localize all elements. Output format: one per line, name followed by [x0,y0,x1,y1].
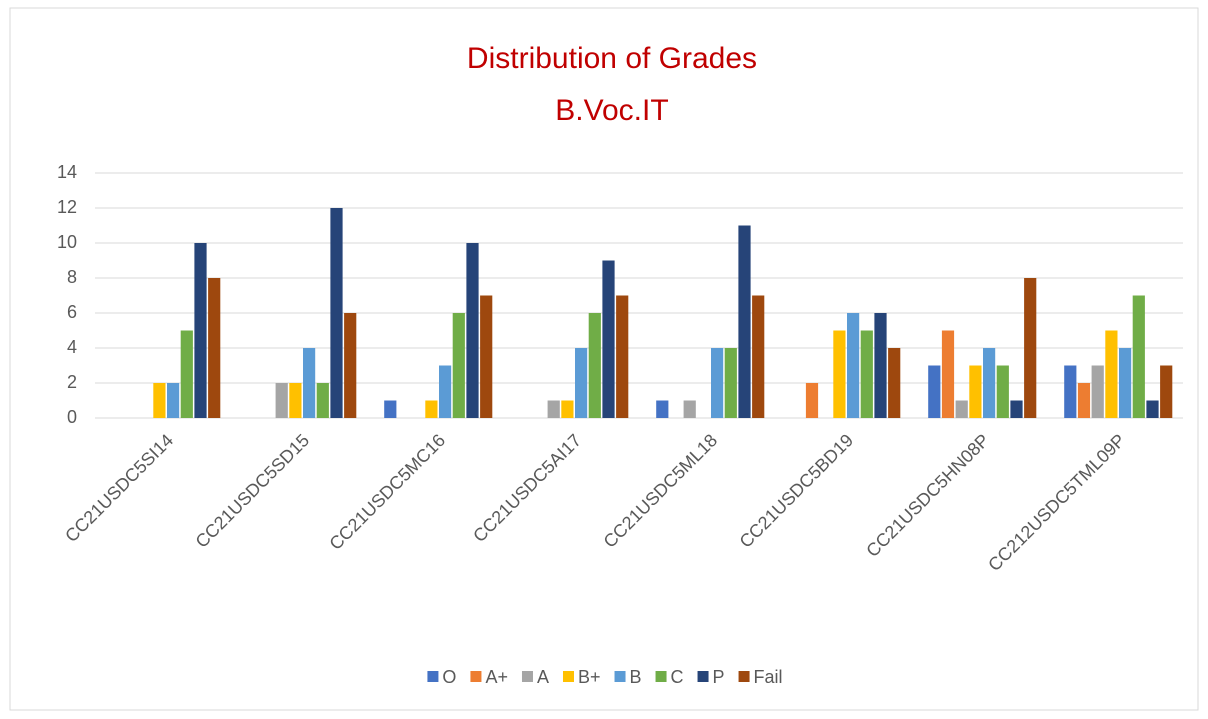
bar [1010,400,1023,418]
bar [847,313,860,418]
bar [656,400,669,418]
y-tick-label: 8 [67,267,77,287]
y-tick-label: 6 [67,302,77,322]
bar [316,383,329,418]
bar [683,400,696,418]
legend-swatch [521,671,533,682]
bar [1077,383,1091,418]
bar [425,400,438,418]
bar [805,383,819,418]
y-tick-label: 14 [57,162,77,182]
bar [344,313,357,418]
bar [1105,330,1118,418]
legend-swatch [562,671,574,682]
bar [303,348,316,418]
y-tick-label: 0 [67,407,77,427]
bar [983,348,996,418]
legend-label: C [671,667,684,687]
chart-subtitle: B.Voc.IT [555,94,668,127]
bar [874,313,887,418]
y-tick-label: 2 [67,372,77,392]
chart-title: Distribution of Grades [467,42,757,75]
legend-swatch [614,671,626,682]
bar [888,348,901,418]
bar [588,313,601,418]
bar [439,365,452,418]
legend-swatch [470,671,482,682]
bar [955,400,968,418]
legend-swatch [655,671,667,682]
legend-swatch [738,671,750,682]
bar [1132,295,1145,418]
bar [1024,278,1037,418]
bar [480,295,493,418]
legend-swatch [427,671,439,682]
legend-label: A+ [485,667,508,687]
legend-swatch [697,671,709,682]
bar [466,243,479,418]
legend-label: Fail [754,667,783,687]
bar [384,400,397,418]
bar [547,400,560,418]
bar [452,313,465,418]
bar [928,365,941,418]
bar [575,348,588,418]
bar [153,383,166,418]
y-tick-label: 4 [67,337,77,357]
bar [561,400,574,418]
legend-label: P [713,667,725,687]
bar [752,295,765,418]
bar [996,365,1009,418]
bar [738,225,751,418]
y-tick-label: 12 [57,197,77,217]
bar [275,383,288,418]
bar [330,208,343,418]
bar [194,243,207,418]
bar [724,348,737,418]
legend-label: B [630,667,642,687]
bar [1146,400,1159,418]
bar [860,330,873,418]
bar [602,260,615,418]
bar [289,383,302,418]
bar [1064,365,1077,418]
bar [1160,365,1173,418]
bar [208,278,221,418]
bar [1119,348,1132,418]
bar [941,330,955,418]
bar [833,330,846,418]
y-tick-label: 10 [57,232,77,252]
legend-label: B+ [578,667,601,687]
bar [180,330,193,418]
bar [1091,365,1104,418]
bar [167,383,180,418]
bar [616,295,629,418]
legend-label: A [537,667,549,687]
bar [969,365,982,418]
legend-label: O [442,667,456,687]
bar [711,348,724,418]
